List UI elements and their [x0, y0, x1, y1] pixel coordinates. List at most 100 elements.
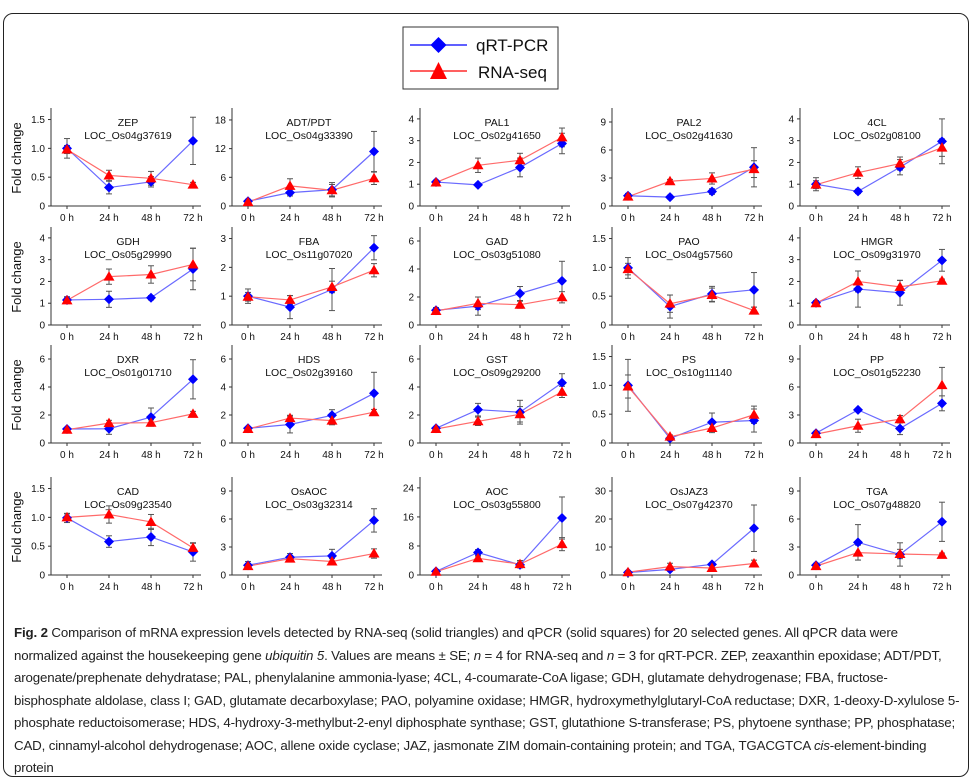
- y-tick-label: 1: [788, 180, 794, 191]
- point-rnaseq: [472, 297, 484, 308]
- panel-osjaz3: 0 10 20 30 0 h 24 h 48 h 72 h OsJAZ3LOC_Os07g423…: [595, 477, 764, 593]
- x-tick-label: 0 h: [621, 450, 635, 461]
- point-qrtpcr: [937, 255, 947, 266]
- y-tick-label: 0: [788, 202, 794, 213]
- x-tick-label: 72 h: [364, 332, 383, 343]
- point-rnaseq: [748, 558, 760, 568]
- point-qrtpcr: [473, 547, 483, 558]
- panel-locus: LOC_Os02g41630: [645, 130, 733, 142]
- point-rnaseq: [145, 516, 157, 526]
- point-rnaseq: [706, 562, 718, 572]
- y-tick-label: 3: [600, 174, 606, 185]
- panel-locus: LOC_Os09g31970: [833, 249, 921, 261]
- series-line-qrtpcr: [247, 247, 375, 308]
- x-tick-label: 72 h: [932, 332, 951, 343]
- x-tick-label: 24 h: [468, 213, 487, 224]
- x-tick-label: 72 h: [552, 582, 571, 593]
- x-tick-label: 24 h: [280, 450, 299, 461]
- caption-text-part: n: [473, 647, 481, 663]
- x-tick-label: 48 h: [510, 450, 529, 461]
- panel-locus: LOC_Os02g39160: [265, 367, 353, 379]
- x-tick-label: 0 h: [60, 582, 74, 593]
- x-tick-label: 72 h: [552, 213, 571, 224]
- point-rnaseq: [622, 566, 634, 577]
- point-qrtpcr: [557, 377, 567, 388]
- point-rnaseq: [748, 163, 760, 174]
- caption-text-part: Comparison of mRNA expression levels det…: [14, 625, 898, 663]
- x-tick-label: 72 h: [364, 213, 383, 224]
- x-tick-label: 24 h: [660, 450, 679, 461]
- point-rnaseq: [852, 167, 864, 177]
- y-tick-label: 1: [788, 299, 794, 310]
- panel-title: 4CL: [867, 117, 886, 129]
- caption-text-part: n: [606, 647, 615, 663]
- y-tick-label: 2: [408, 293, 414, 304]
- y-tick-label: 10: [595, 543, 607, 554]
- point-rnaseq: [664, 298, 676, 308]
- point-qrtpcr: [473, 179, 483, 190]
- x-tick-label: 24 h: [848, 332, 867, 343]
- x-tick-label: 0 h: [809, 450, 823, 461]
- panel-title: OsAOC: [291, 486, 328, 498]
- y-tick-label: 1.0: [592, 263, 606, 274]
- point-rnaseq: [61, 511, 73, 522]
- x-tick-label: 48 h: [322, 332, 341, 343]
- point-rnaseq: [284, 553, 296, 563]
- point-rnaseq: [894, 281, 906, 291]
- y-tick-label: 20: [595, 515, 607, 526]
- y-tick-label: 2: [788, 277, 794, 288]
- y-tick-label: 6: [600, 146, 606, 157]
- x-tick-label: 72 h: [364, 450, 383, 461]
- x-tick-label: 72 h: [183, 332, 202, 343]
- panel-pao: 0 0.5 1.0 1.5 0 h 24 h 48 h 72 h PAOLOC_Os04g575…: [592, 227, 764, 343]
- y-tick-label: 0: [600, 321, 606, 332]
- x-tick-label: 48 h: [141, 332, 160, 343]
- series-line-qrtpcr: [815, 402, 943, 434]
- x-tick-label: 24 h: [468, 332, 487, 343]
- panel-locus: LOC_Os09g29200: [453, 367, 541, 379]
- legend: qRT-PCR RNA-seq: [402, 26, 559, 90]
- y-tick-label: 0: [39, 202, 45, 213]
- x-tick-label: 0 h: [60, 332, 74, 343]
- point-rnaseq: [556, 291, 568, 302]
- x-tick-label: 72 h: [183, 213, 202, 224]
- series-line-qrtpcr: [247, 392, 375, 429]
- y-tick-label: 2: [408, 411, 414, 422]
- point-rnaseq: [852, 420, 864, 430]
- panel-title: PAL1: [485, 117, 510, 129]
- point-rnaseq: [936, 275, 948, 285]
- x-tick-label: 24 h: [848, 213, 867, 224]
- y-tick-label: 2: [408, 158, 414, 169]
- point-qrtpcr: [146, 531, 156, 542]
- series-line-rnaseq: [247, 177, 375, 203]
- point-qrtpcr: [707, 186, 717, 197]
- series-line-qrtpcr: [66, 140, 194, 189]
- y-tick-label: 4: [220, 383, 226, 394]
- x-tick-label: 72 h: [183, 450, 202, 461]
- series-line-rnaseq: [247, 552, 375, 567]
- y-tick-label: 4: [788, 114, 794, 125]
- y-tick-label: 0: [408, 439, 414, 450]
- panel-title: DXR: [117, 354, 140, 366]
- point-rnaseq: [748, 305, 760, 315]
- point-rnaseq: [326, 415, 338, 425]
- x-tick-label: 24 h: [660, 582, 679, 593]
- y-tick-label: 9: [220, 487, 226, 498]
- y-tick-label: 3: [39, 255, 45, 266]
- point-rnaseq: [472, 415, 484, 426]
- point-rnaseq: [430, 423, 442, 433]
- point-rnaseq: [622, 263, 634, 274]
- point-rnaseq: [326, 555, 338, 566]
- panel-title: HDS: [298, 354, 320, 366]
- y-tick-label: 0.5: [592, 292, 606, 303]
- point-rnaseq: [664, 175, 676, 186]
- point-rnaseq: [622, 381, 634, 391]
- y-tick-label: 4: [788, 233, 794, 244]
- x-tick-label: 0 h: [241, 582, 255, 593]
